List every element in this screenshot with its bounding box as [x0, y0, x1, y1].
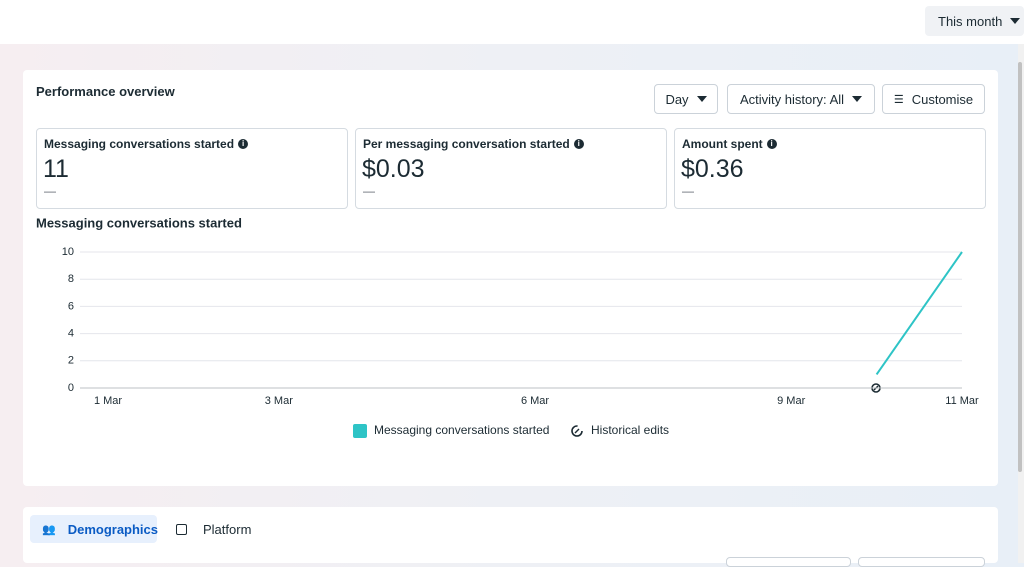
button-label: Customise	[911, 91, 974, 107]
label-text: Amount spent	[682, 137, 763, 151]
panel-title: Performance overview	[36, 84, 175, 99]
caret	[1010, 18, 1021, 24]
scrollbar	[1018, 44, 1024, 563]
scroll-thumb[interactable]	[1018, 62, 1022, 472]
metric-card[interactable]: Messaging conversations started i 11—	[36, 128, 348, 209]
people-icon: 👥	[42, 523, 56, 536]
metric-change: —	[363, 184, 375, 198]
button[interactable]	[858, 557, 985, 567]
label-text: Per messaging conversation started	[363, 137, 570, 151]
metric-card[interactable]: Per messaging conversation started i $0.03…	[355, 128, 667, 209]
caret	[696, 96, 707, 102]
customise-button[interactable]: ☰ Customise	[882, 84, 985, 114]
demographics-tab[interactable]: 👥 Demographics	[30, 515, 159, 543]
label-text: Messaging conversations started	[44, 137, 235, 151]
button-label: Day	[665, 91, 689, 107]
period-label: This month	[938, 13, 1003, 29]
button-label: Activity history: All	[739, 91, 845, 107]
metric-change: —	[682, 184, 694, 198]
period-button[interactable]: This month	[925, 6, 1024, 36]
info-icon: i	[766, 139, 777, 149]
metric-value: $0.03	[362, 155, 425, 183]
performance-card	[23, 70, 998, 486]
button[interactable]	[726, 557, 851, 567]
metric-label: Amount spent i	[682, 137, 777, 151]
info-icon: i	[573, 139, 584, 149]
metric-card[interactable]: Amount spent i $0.36—	[674, 128, 986, 209]
platform-icon	[176, 523, 187, 535]
day-button[interactable]: Day	[654, 84, 718, 114]
info-icon: i	[238, 139, 249, 149]
caret	[852, 96, 863, 102]
metric-value: $0.36	[681, 155, 744, 183]
activity-button[interactable]: Activity history: All	[727, 84, 875, 114]
breakdown-card	[23, 507, 998, 563]
tab-label: Platform	[203, 521, 252, 537]
platform-tab[interactable]: Platform	[176, 515, 251, 543]
metric-value: 11	[43, 155, 69, 183]
metric-label: Per messaging conversation started i	[363, 137, 584, 151]
top-bar	[0, 0, 1024, 44]
customise-icon: ☰	[893, 93, 904, 106]
metric-change: —	[44, 184, 56, 198]
tab-label: Demographics	[67, 521, 159, 537]
metric-label: Messaging conversations started i	[44, 137, 249, 151]
